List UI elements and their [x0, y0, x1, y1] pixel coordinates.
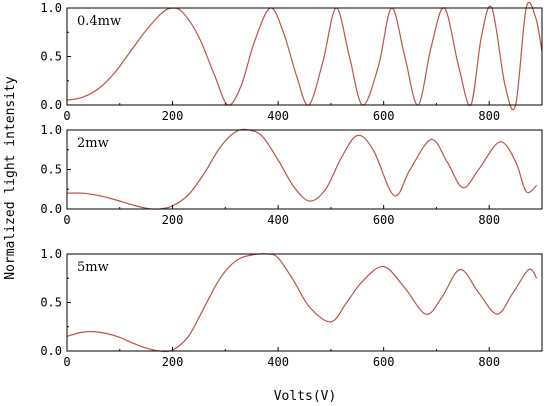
- x-tick-label: 400: [267, 109, 289, 123]
- x-tick-label: 400: [267, 355, 289, 369]
- y-tick-label: 0.5: [40, 296, 62, 310]
- y-tick-label: 1.0: [40, 123, 62, 137]
- panel-1: 0 200 400 600 800 0.0 0.5 1.0 0.4mw: [40, 1, 543, 123]
- panel-label: 5mw: [77, 260, 109, 275]
- x-tick-label: 600: [373, 355, 395, 369]
- y-tick-label: 0.5: [40, 50, 62, 64]
- panel-label: 0.4mw: [77, 14, 121, 29]
- x-tick-label: 600: [373, 213, 395, 227]
- y-tick-label: 0.0: [40, 98, 62, 112]
- plot-frame: [66, 253, 543, 352]
- x-tick-label: 200: [162, 355, 184, 369]
- x-tick-label: 800: [478, 213, 500, 227]
- y-tick-label: 0.5: [40, 163, 62, 177]
- series-line-1: [66, 1, 543, 111]
- panel-2: 0 200 400 600 800 0.0 0.5 1.0 2mw: [40, 123, 543, 227]
- x-tick-label: 800: [478, 109, 500, 123]
- plot-frame: [66, 129, 543, 210]
- series-line-2: [66, 128, 538, 210]
- x-tick-label: 0: [63, 109, 70, 123]
- y-tick-label: 0.0: [40, 344, 62, 358]
- x-tick-label: 0: [63, 355, 70, 369]
- x-tick-label: 200: [162, 109, 184, 123]
- x-tick-label: 800: [478, 355, 500, 369]
- x-axis-title: Volts(V): [274, 389, 337, 404]
- series-line-3: [66, 253, 538, 353]
- y-tick-label: 1.0: [40, 1, 62, 15]
- panel-3: 0 200 400 600 800 0.0 0.5 1.0 5mw: [40, 247, 543, 369]
- panel-label: 2mw: [77, 136, 109, 151]
- y-tick-label: 1.0: [40, 247, 62, 261]
- y-tick-label: 0.0: [40, 202, 62, 216]
- x-tick-label: 0: [63, 213, 70, 227]
- y-axis-title: Normalized light intensity: [3, 76, 18, 280]
- plot-frame: [66, 7, 543, 106]
- panels: 0 200 400 600 800 0.0 0.5 1.0 0.4mw 0 200 400 600 800…: [40, 1, 543, 369]
- x-tick-label: 200: [162, 213, 184, 227]
- x-tick-label: 600: [373, 109, 395, 123]
- x-tick-label: 400: [267, 213, 289, 227]
